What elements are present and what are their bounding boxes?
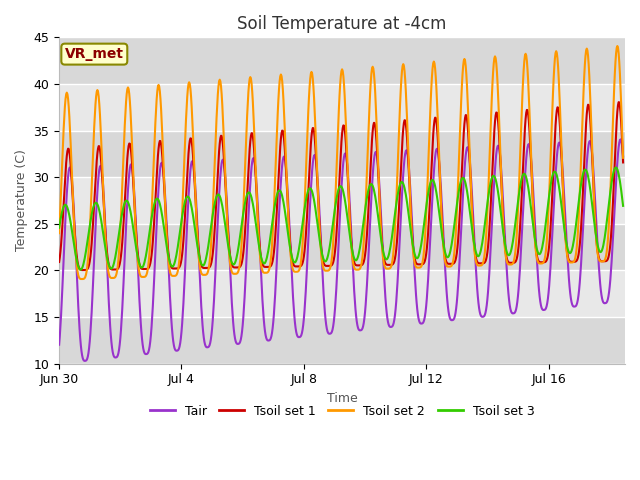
Tsoil set 1: [385, 262, 392, 268]
Tsoil set 3: [136, 261, 143, 267]
Line: Tair: Tair: [59, 139, 623, 361]
Tsoil set 1: [55, 259, 63, 265]
Tsoil set 1: [421, 258, 429, 264]
Bar: [59, 224, 625, 270]
Text: VR_met: VR_met: [65, 47, 124, 61]
Tsoil set 2: [136, 270, 143, 276]
Title: Soil Temperature at -4cm: Soil Temperature at -4cm: [237, 15, 447, 33]
Y-axis label: Temperature (C): Temperature (C): [15, 150, 28, 252]
Tsoil set 2: [421, 236, 429, 242]
Legend: Tair, Tsoil set 1, Tsoil set 2, Tsoil set 3: Tair, Tsoil set 1, Tsoil set 2, Tsoil se…: [145, 400, 540, 423]
Tsoil set 3: [620, 203, 627, 209]
Tair: [617, 136, 625, 142]
X-axis label: Time: Time: [326, 392, 358, 405]
Tsoil set 2: [614, 43, 621, 49]
Tsoil set 2: [334, 138, 342, 144]
Tair: [218, 157, 226, 163]
Tsoil set 1: [181, 218, 189, 224]
Tsoil set 3: [218, 203, 226, 209]
Tsoil set 1: [620, 159, 627, 165]
Tair: [181, 275, 189, 280]
Tsoil set 3: [181, 200, 189, 206]
Bar: [59, 177, 625, 224]
Tair: [421, 313, 429, 319]
Tsoil set 3: [334, 190, 342, 196]
Tsoil set 2: [181, 148, 189, 154]
Tair: [334, 261, 342, 266]
Tsoil set 1: [136, 261, 143, 267]
Tsoil set 3: [55, 225, 63, 230]
Tsoil set 2: [620, 155, 627, 161]
Bar: [59, 37, 625, 84]
Tair: [136, 298, 143, 303]
Line: Tsoil set 2: Tsoil set 2: [59, 46, 623, 279]
Tsoil set 1: [78, 267, 86, 273]
Tsoil set 3: [421, 215, 429, 220]
Tair: [55, 342, 63, 348]
Tair: [385, 322, 392, 327]
Bar: [59, 270, 625, 317]
Tsoil set 1: [334, 212, 342, 218]
Tair: [81, 358, 88, 364]
Tair: [620, 154, 627, 159]
Tsoil set 2: [385, 266, 392, 272]
Bar: [59, 317, 625, 364]
Bar: [59, 84, 625, 131]
Tsoil set 2: [55, 230, 63, 236]
Tsoil set 2: [218, 102, 226, 108]
Bar: [59, 131, 625, 177]
Line: Tsoil set 3: Tsoil set 3: [59, 168, 623, 270]
Line: Tsoil set 1: Tsoil set 1: [59, 102, 623, 270]
Tsoil set 1: [615, 99, 623, 105]
Tsoil set 2: [77, 276, 85, 282]
Tsoil set 3: [77, 267, 84, 273]
Tsoil set 1: [218, 136, 226, 142]
Tsoil set 3: [385, 252, 392, 258]
Tsoil set 3: [612, 165, 620, 170]
